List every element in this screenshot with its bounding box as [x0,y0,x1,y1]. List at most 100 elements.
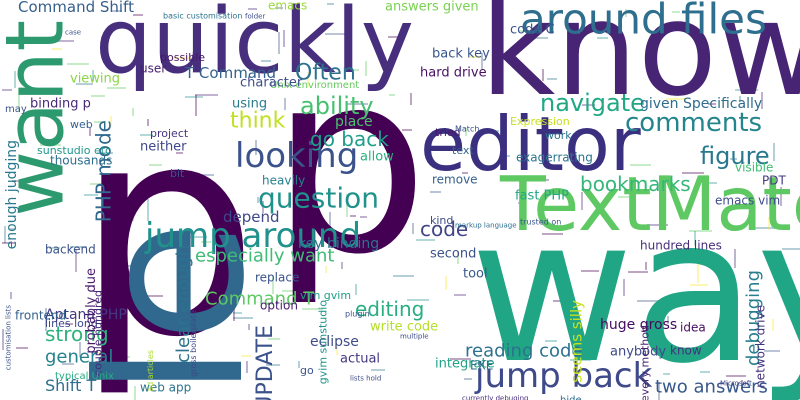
cloud-word: know [480,0,800,125]
cloud-word: around files [520,0,767,44]
cloud-word: ability [300,92,374,120]
micro-word-speck [124,219,134,221]
micro-word-speck [645,262,647,270]
micro-word-speck [388,36,404,38]
micro-word-speck [625,9,627,17]
cloud-word: tool [463,266,488,281]
micro-word-speck [542,69,544,81]
cloud-word: file [56,220,289,400]
cloud-word: eclipse [310,334,359,350]
cloud-word: currently debuging [462,395,528,400]
micro-word-speck [120,199,122,206]
cloud-word: bit [170,167,185,180]
cloud-word: using [232,96,267,111]
cloud-word: clear enough [173,245,194,363]
cloud-word: backend [45,243,96,257]
cloud-word: second [430,246,476,261]
micro-word-speck [371,369,385,371]
cloud-word: character [240,75,303,90]
micro-word-speck [246,361,248,373]
micro-word-speck [694,231,696,246]
cloud-word: go back [310,127,389,151]
cloud-word: enough judging [4,140,20,249]
micro-word-speck [53,40,74,42]
micro-word-speck [730,158,737,160]
cloud-word: hard drive [420,65,487,80]
micro-word-speck [553,300,573,302]
micro-word-speck [241,355,251,357]
cloud-word: Match [455,124,479,133]
micro-word-speck [278,32,280,54]
cloud-word: reading code [465,340,583,361]
micro-word-speck [329,212,331,235]
cloud-word: possible [160,51,205,64]
micro-word-speck [637,300,658,302]
micro-word-speck [349,69,359,71]
micro-word-speck [183,287,185,298]
micro-word-speck [176,152,183,154]
micro-word-speck [97,152,113,154]
cloud-word: sunstudio etc [37,144,111,157]
cloud-word: code C [510,22,555,37]
cloud-word: seems silly [568,300,586,383]
micro-word-speck [40,144,61,146]
micro-word-speck [761,92,763,109]
cloud-word: figure [700,142,770,170]
micro-word-speck [481,53,483,69]
micro-word-speck [233,312,242,314]
micro-word-speck [134,386,136,400]
micro-word-speck [134,312,146,314]
micro-word-speck [663,373,670,375]
micro-word-speck [735,89,758,91]
cloud-word: lines long [45,317,98,330]
cloud-word: replace [255,271,299,285]
cloud-word: editing [355,297,424,321]
micro-word-speck [45,308,47,331]
cloud-word: web [70,118,93,131]
micro-word-speck [393,275,414,277]
cloud-word: thousands [50,154,112,168]
micro-word-speck [121,265,144,267]
micro-word-speck [186,236,207,238]
micro-word-speck [284,98,286,110]
micro-word-speck [67,63,89,65]
micro-word-speck [65,323,73,325]
micro-word-speck [519,30,530,32]
cloud-word: editor [420,100,641,188]
micro-word-speck [752,227,775,229]
micro-word-speck [233,309,235,321]
micro-word-speck [389,94,395,96]
micro-word-speck [49,247,60,249]
micro-word-speck [282,290,304,292]
micro-word-speck [132,108,134,116]
micro-word-speck [18,88,20,111]
micro-word-speck [185,96,203,98]
micro-word-speck [498,35,500,51]
cloud-word: gross boilerplate [189,310,198,377]
micro-word-speck [325,33,348,35]
cloud-word: emacs vim [715,194,780,208]
cloud-word: vim gvim [300,289,351,302]
cloud-word: back key [432,46,490,61]
micro-word-speck [195,94,218,96]
micro-word-speck [302,308,323,310]
cloud-word: emacs [268,0,307,13]
micro-word-speck [726,375,746,377]
micro-word-speck [336,345,338,355]
micro-word-speck [346,194,348,217]
micro-word-speck [407,299,429,301]
cloud-word: visible [735,161,773,175]
micro-word-speck [535,179,549,181]
micro-word-speck [201,241,211,243]
cloud-word: hundred lines [640,239,722,253]
micro-word-speck [682,172,704,174]
micro-word-speck [782,248,800,250]
micro-word-speck [700,371,710,373]
cloud-word: exagerrating [516,151,593,165]
micro-word-speck [193,47,195,65]
cloud-word: customisation lists [4,305,12,371]
cloud-word: gvim sunstudio [317,300,330,384]
micro-word-speck [365,61,367,76]
micro-word-speck [697,260,699,283]
